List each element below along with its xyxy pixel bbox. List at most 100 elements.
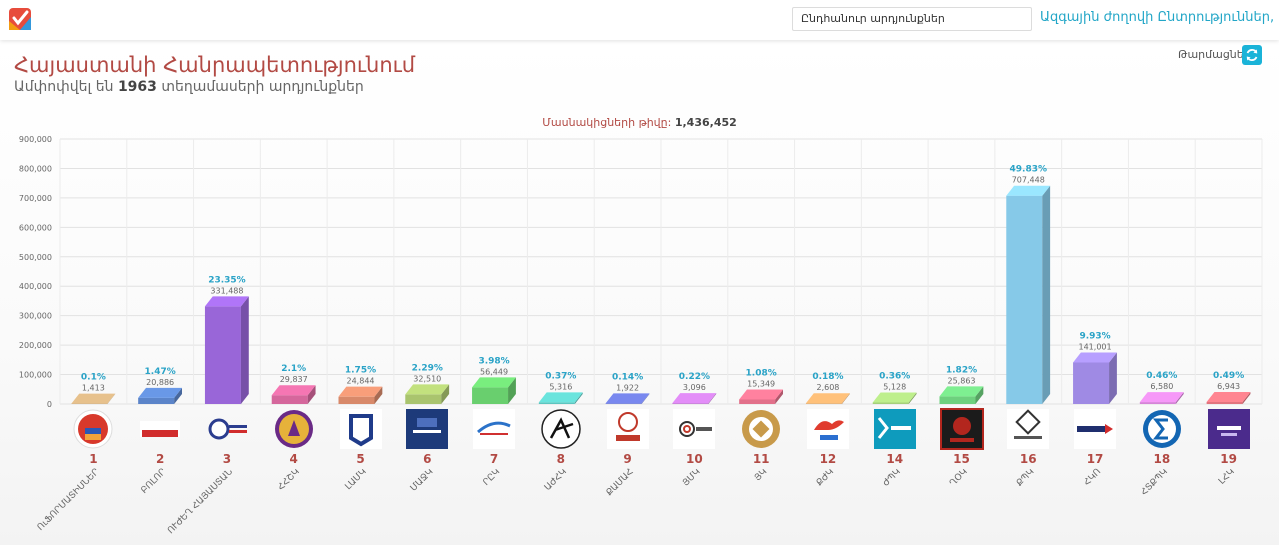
party-logo-icon bbox=[806, 409, 849, 449]
party-logo-10 bbox=[672, 408, 716, 450]
bar-14 bbox=[872, 392, 917, 404]
bar-value-label: 24,844 bbox=[347, 377, 375, 386]
party-abbreviation: ՐԸԿ bbox=[481, 467, 502, 488]
party-logo-3 bbox=[205, 408, 249, 450]
party-logo-icon bbox=[1142, 410, 1181, 448]
bar-percent-label: 1.82% bbox=[946, 365, 977, 375]
party-number: 1 bbox=[89, 452, 97, 466]
bar-side bbox=[508, 377, 516, 404]
bar-percent-label: 2.1% bbox=[281, 364, 306, 374]
bar-top bbox=[405, 384, 450, 395]
y-tick-label: 200,000 bbox=[19, 341, 52, 350]
y-tick-label: 600,000 bbox=[19, 223, 52, 232]
party-logo-icon bbox=[473, 409, 516, 449]
party-abbreviation: ՔԱՄԱՀ bbox=[604, 467, 635, 498]
y-tick-label: 300,000 bbox=[19, 312, 52, 321]
bar-top bbox=[739, 389, 784, 400]
bar-top bbox=[872, 392, 917, 403]
party-abbreviation: ՔՊԿ bbox=[1015, 467, 1037, 489]
y-tick-label: 500,000 bbox=[19, 253, 52, 262]
bar-front bbox=[338, 396, 375, 404]
party-number: 14 bbox=[886, 452, 903, 466]
bar-top bbox=[138, 387, 183, 398]
party-number: 3 bbox=[223, 452, 231, 466]
party-logo-icon bbox=[541, 409, 581, 449]
bar-front bbox=[1139, 402, 1176, 404]
bar-19 bbox=[1206, 391, 1251, 404]
page-subtitle: Ամփոփվել են 1963 տեղամասերի արդյունքներ bbox=[14, 79, 364, 95]
top-bar: Ընդհանուր արդյունքներ Ազգային ժողովի Ընտ… bbox=[0, 0, 1279, 40]
party-number: 2 bbox=[156, 452, 164, 466]
bar-top bbox=[538, 392, 583, 403]
elections-link[interactable]: Ազգային ժողովի Ընտրություններ, 2026 bbox=[1040, 10, 1279, 25]
bar-7 bbox=[472, 377, 516, 404]
party-logo-icon bbox=[406, 409, 449, 449]
party-number: 5 bbox=[356, 452, 364, 466]
bar-front bbox=[605, 403, 642, 404]
bar-front bbox=[472, 387, 509, 404]
bar-value-label: 56,449 bbox=[480, 367, 508, 376]
bar-value-label: 141,001 bbox=[1079, 342, 1112, 351]
party-abbreviation: ԼԱՄԿ bbox=[344, 467, 369, 492]
subtitle-suffix: տեղամասերի արդյունքներ bbox=[161, 79, 364, 95]
bar-percent-label: 0.22% bbox=[679, 372, 710, 382]
bar-side bbox=[174, 387, 183, 404]
bar-side bbox=[1175, 392, 1184, 404]
bar-9 bbox=[605, 393, 650, 404]
bar-top bbox=[271, 385, 316, 396]
bar-8 bbox=[538, 392, 583, 404]
party-abbreviation: ԲՈԼՈՐ bbox=[139, 467, 168, 496]
party-number: 15 bbox=[953, 452, 970, 466]
party-abbreviation: ՂՕԿ bbox=[948, 467, 970, 489]
party-number: 19 bbox=[1220, 452, 1237, 466]
results-select[interactable]: Ընդհանուր արդյունքներ bbox=[792, 7, 1032, 31]
party-number: 6 bbox=[423, 452, 431, 466]
party-logo-5 bbox=[339, 408, 383, 450]
party-logo-14 bbox=[873, 408, 917, 450]
party-logo-1 bbox=[71, 408, 115, 450]
bar-12 bbox=[805, 393, 850, 404]
party-logo-icon bbox=[1007, 409, 1050, 449]
bar-top bbox=[204, 296, 249, 307]
refresh-button[interactable] bbox=[1242, 45, 1262, 65]
party-logo-icon bbox=[873, 409, 916, 449]
party-logo-7 bbox=[472, 408, 516, 450]
bar-value-label: 25,863 bbox=[948, 376, 976, 385]
party-number: 4 bbox=[290, 452, 298, 466]
party-logo-9 bbox=[606, 408, 650, 450]
party-logo-icon bbox=[140, 421, 181, 437]
bar-front bbox=[271, 395, 308, 404]
bar-side bbox=[775, 389, 784, 404]
participants-label: Մասնակիցների թիվը: bbox=[542, 116, 672, 129]
party-abbreviation: ԺՊԿ bbox=[881, 467, 903, 489]
bar-front bbox=[1006, 195, 1043, 404]
party-logo-icon bbox=[1074, 409, 1117, 449]
bar-3 bbox=[204, 296, 249, 404]
bar-side bbox=[841, 393, 850, 404]
y-tick-label: 900,000 bbox=[19, 135, 52, 144]
bar-value-label: 1,922 bbox=[616, 383, 639, 392]
bar-5 bbox=[338, 386, 383, 404]
page-title: Հայաստանի Հանրապետությունում bbox=[14, 53, 416, 77]
bar-percent-label: 0.37% bbox=[545, 371, 576, 381]
bar-side bbox=[975, 386, 984, 404]
bar-value-label: 15,349 bbox=[747, 379, 775, 388]
party-abbreviation: ՈՒԺԵՂ ՀԱՅԱՍՏԱՆ bbox=[166, 467, 235, 536]
bar-side bbox=[1109, 352, 1117, 404]
bar-top bbox=[338, 386, 383, 397]
bar-1 bbox=[71, 393, 116, 404]
bar-top bbox=[672, 393, 717, 404]
app-logo-icon[interactable] bbox=[8, 7, 32, 31]
bar-side bbox=[1042, 185, 1051, 404]
y-tick-label: 400,000 bbox=[19, 282, 52, 291]
bar-side bbox=[240, 296, 249, 404]
bar-15 bbox=[939, 386, 984, 404]
party-logo-icon bbox=[274, 410, 313, 448]
party-logo-19 bbox=[1207, 408, 1251, 450]
subtitle-prefix: Ամփոփվել են bbox=[14, 79, 114, 95]
bar-percent-label: 0.49% bbox=[1213, 371, 1244, 381]
party-number: 18 bbox=[1153, 452, 1170, 466]
party-number: 12 bbox=[820, 452, 837, 466]
y-tick-label: 800,000 bbox=[19, 164, 52, 173]
bar-side bbox=[107, 393, 116, 404]
